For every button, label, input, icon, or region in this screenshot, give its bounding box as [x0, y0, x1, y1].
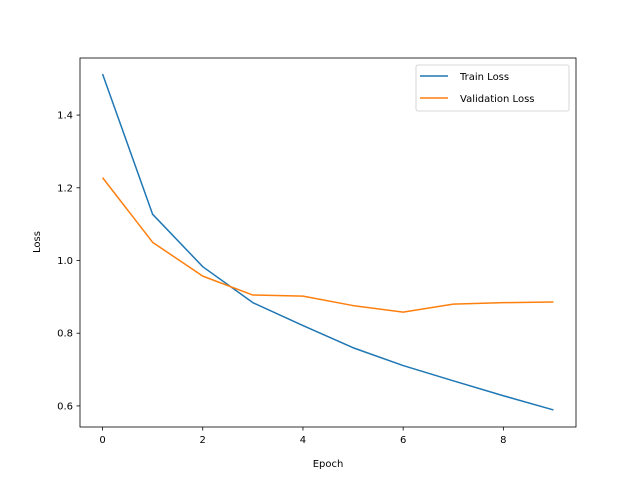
legend-label: Validation Loss — [460, 94, 535, 105]
series-line-train-loss — [101, 73, 554, 411]
x-axis-label: Epoch — [313, 459, 344, 470]
legend-box — [415, 64, 570, 112]
x-tick-label: 2 — [200, 435, 206, 446]
y-tick-label: 1.4 — [57, 111, 73, 122]
y-tick-label: 1.2 — [57, 183, 73, 194]
x-tick-label: 4 — [300, 435, 306, 446]
x-tick-label: 6 — [400, 435, 406, 446]
y-axis-label: Loss — [32, 231, 43, 253]
legend-label: Train Loss — [459, 72, 509, 83]
y-tick-label: 1.0 — [57, 256, 73, 267]
legend: Train Loss Validation Loss — [415, 64, 570, 112]
x-tick-label: 0 — [99, 435, 105, 446]
y-tick-label: 0.6 — [57, 401, 73, 412]
axes-frame — [79, 57, 577, 428]
series-line-validation-loss — [101, 177, 554, 313]
y-tick-label: 0.8 — [57, 329, 73, 340]
x-tick-label: 8 — [500, 435, 506, 446]
